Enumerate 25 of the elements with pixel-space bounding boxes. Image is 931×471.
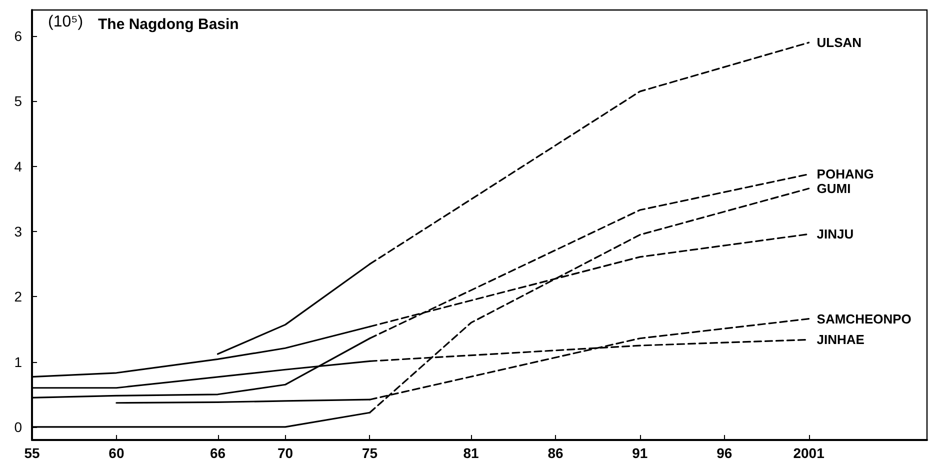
y-tick-label: 5 (14, 93, 22, 110)
series-label: JINJU (816, 226, 854, 242)
x-tick-label: 86 (548, 445, 564, 461)
y-tick-label: 4 (14, 158, 22, 174)
x-tick-label: 81 (463, 445, 480, 461)
y-axis-title: (10⁵) (48, 14, 84, 30)
y-tick-label: 2 (14, 288, 22, 305)
x-tick-label: 2001 (793, 445, 825, 461)
x-tick-label: 75 (362, 445, 378, 461)
y-tick-label: 6 (14, 28, 22, 44)
x-tick-label: 96 (716, 445, 732, 461)
x-tick-label: 91 (632, 445, 648, 461)
series-label: GUMI (816, 181, 851, 196)
y-tick-label: 3 (14, 224, 22, 240)
series-label: ULSAN (816, 35, 862, 50)
x-tick-label: 60 (108, 445, 124, 461)
x-tick-label: 66 (210, 445, 226, 461)
y-tick-label: 0 (14, 418, 22, 435)
series-label: POHANG (816, 166, 874, 182)
x-tick-label: 55 (24, 445, 40, 461)
x-tick-label: 70 (278, 445, 294, 461)
series-label: SAMCHEONPO (816, 311, 912, 326)
y-tick-label: 1 (14, 354, 22, 370)
series-label: JINHAE (816, 332, 865, 348)
chart-title: The Nagdong Basin (98, 16, 239, 33)
